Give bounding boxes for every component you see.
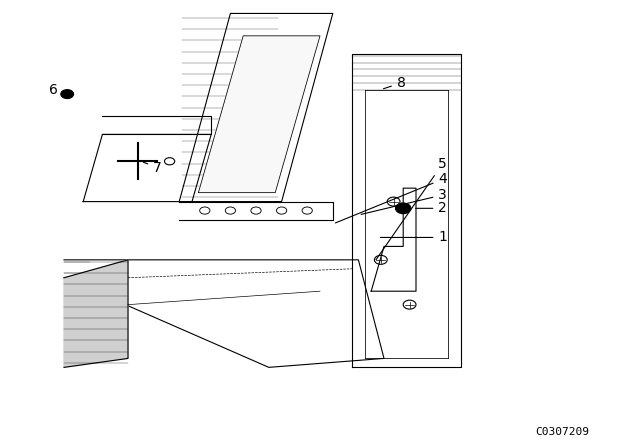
Circle shape	[61, 90, 74, 99]
Text: 6: 6	[49, 82, 58, 97]
Polygon shape	[102, 116, 211, 134]
Circle shape	[396, 203, 411, 214]
Polygon shape	[64, 260, 128, 367]
Polygon shape	[198, 36, 320, 193]
Text: 5: 5	[376, 156, 447, 260]
Text: 8: 8	[383, 76, 406, 90]
Text: C0307209: C0307209	[535, 427, 589, 437]
Polygon shape	[352, 54, 461, 367]
Polygon shape	[179, 13, 333, 202]
Text: 4: 4	[335, 172, 447, 223]
Polygon shape	[179, 202, 333, 220]
Text: 3: 3	[361, 188, 447, 215]
Text: 7: 7	[152, 161, 161, 175]
Polygon shape	[64, 260, 384, 367]
Polygon shape	[83, 134, 211, 202]
Text: 2: 2	[415, 201, 447, 215]
Text: 1: 1	[380, 230, 447, 245]
